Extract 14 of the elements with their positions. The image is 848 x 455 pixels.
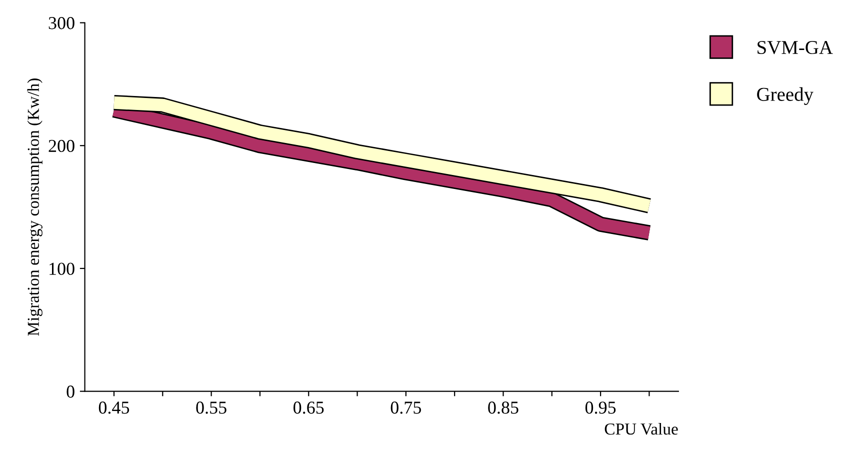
legend-label: SVM-GA (758, 40, 833, 54)
x-tick-label: 0.95 (585, 402, 616, 414)
x-tick-label: 0.45 (98, 402, 130, 414)
x-axis-title: CPU Value (604, 422, 678, 435)
x-tick-label: 0.55 (196, 402, 226, 414)
y-tick-label: 0 (66, 386, 74, 398)
y-tick-label: 300 (48, 17, 74, 30)
x-tick-label: 0.65 (294, 402, 324, 414)
legend-label: Greedy (757, 87, 814, 105)
x-tick-label: 0.85 (488, 402, 518, 414)
y-axis-title: Migration energy consumption (Kw/h) (27, 78, 42, 336)
y-tick-label: 200 (48, 140, 74, 152)
x-tick-label: 0.75 (390, 402, 422, 414)
y-tick-label: 100 (50, 262, 74, 275)
